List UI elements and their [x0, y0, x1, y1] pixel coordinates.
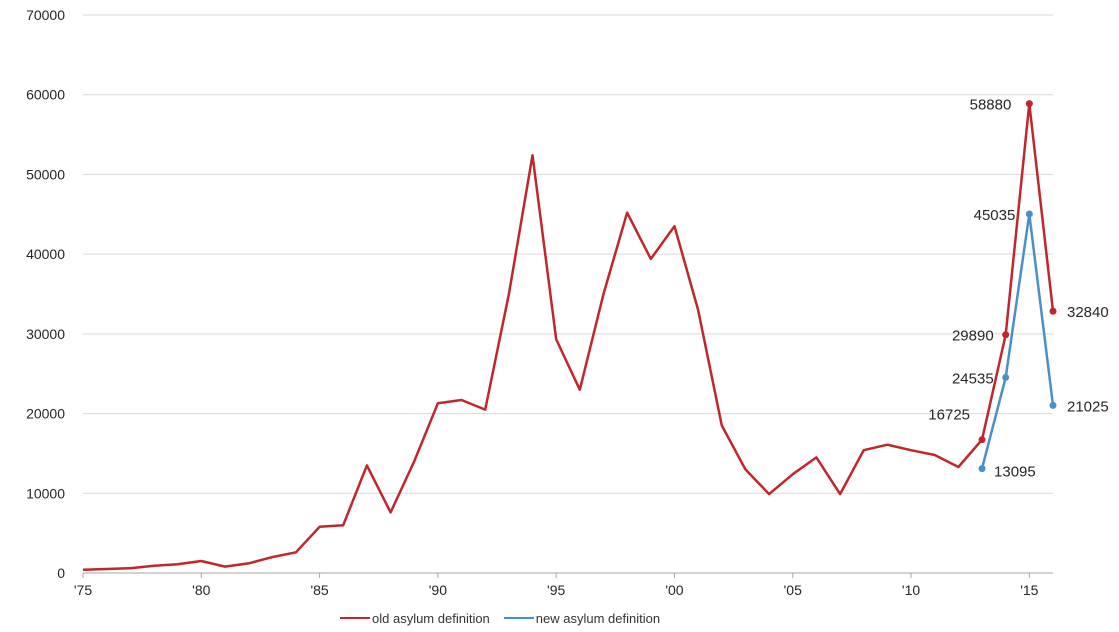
y-tick-label-70000: 70000: [26, 7, 65, 23]
data-point-45035: [1025, 210, 1033, 218]
data-point-13095: [978, 465, 986, 473]
gridlines: [83, 14, 1053, 574]
y-axis-tick-labels: 0 10000 20000 30000 40000 50000 60000 70000: [26, 7, 65, 581]
y-tick-label-40000: 40000: [26, 246, 65, 262]
y-tick-label-60000: 60000: [26, 87, 65, 103]
y-tick-label-0: 0: [57, 565, 65, 581]
y-tick-label-20000: 20000: [26, 406, 65, 422]
y-tick-label-30000: 30000: [26, 326, 65, 342]
data-point-32840: [1049, 307, 1057, 315]
data-label-13095: 13095: [994, 464, 1036, 481]
legend-swatch-old: [340, 617, 370, 619]
legend-label-new: new asylum definition: [535, 610, 661, 626]
data-point-24535: [1002, 373, 1010, 381]
data-label-29890: 29890: [952, 328, 994, 345]
x-tick-label-2015: '15: [1020, 582, 1038, 598]
data-point-21025: [1049, 401, 1057, 409]
x-tick-label-1975: '75: [74, 582, 92, 598]
data-label-24535: 24535: [952, 370, 994, 387]
data-point-16725: [978, 436, 986, 444]
x-tick-label-1980: '80: [192, 582, 210, 598]
data-label-16725: 16725: [928, 407, 970, 424]
legend-swatch-new: [503, 617, 534, 619]
series-line-new: [980, 212, 1055, 469]
series-line-old: [82, 102, 1055, 572]
x-tick-label-2005: '05: [784, 582, 802, 598]
y-tick-label-50000: 50000: [26, 166, 65, 182]
data-label-58880: 58880: [970, 97, 1012, 114]
x-axis: '75 '80 '85 '90 '95 '00 '05 '10 '15: [74, 573, 1039, 598]
x-tick-label-2010: '10: [902, 582, 920, 598]
data-point-58880: [1025, 100, 1033, 108]
legend-item-new: new asylum definition: [503, 610, 661, 626]
legend-label-old: old asylum definition: [372, 610, 490, 626]
x-tick-label-1990: '90: [429, 582, 447, 598]
y-tick-label-10000: 10000: [26, 485, 65, 501]
legend-item-old: old asylum definition: [340, 611, 490, 626]
data-labels: 16725 29890 58880 32840 13095 24535 45035 21025: [928, 97, 1108, 481]
data-label-32840: 32840: [1067, 304, 1109, 321]
data-series: [82, 100, 1057, 572]
data-point-29890: [1002, 331, 1010, 339]
x-tick-label-2000: '00: [665, 582, 683, 598]
x-tick-label-1995: '95: [547, 582, 565, 598]
data-label-45035: 45035: [974, 207, 1016, 224]
x-tick-label-1985: '85: [310, 582, 328, 598]
data-label-21025: 21025: [1067, 398, 1109, 415]
legend: old asylum definition new asylum definit…: [340, 608, 660, 628]
